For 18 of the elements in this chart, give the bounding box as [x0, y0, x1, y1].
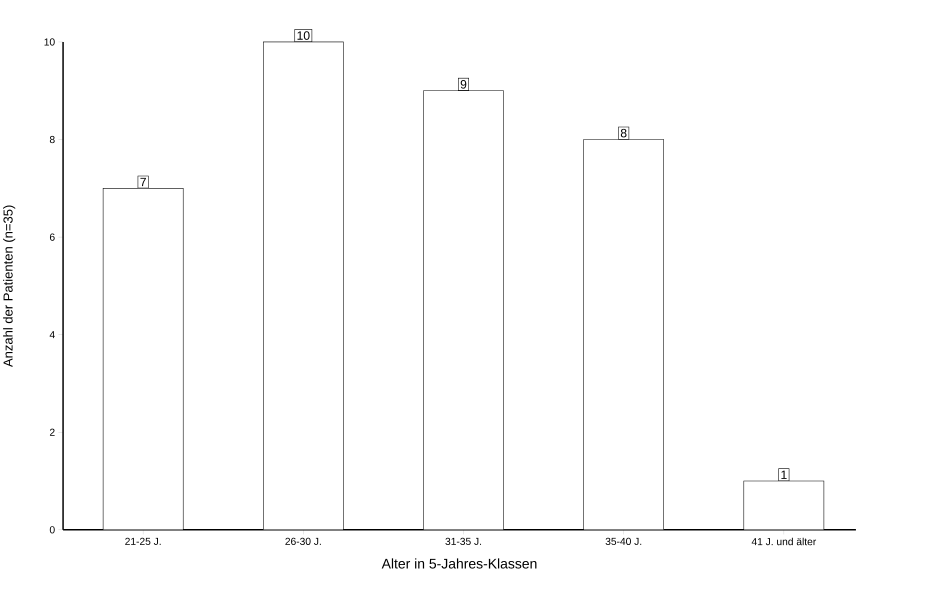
data-label: 10 [298, 31, 310, 40]
x-axis-title: Alter in 5-Jahres-Klassen [382, 558, 536, 568]
x-tick-label: 31-35 J. [445, 538, 482, 545]
y-tick-label: 6 [50, 233, 55, 241]
y-tick-label: 10 [44, 38, 55, 46]
y-axis-title: Anzahl der Patienten (n=35) [3, 205, 16, 367]
x-tick-label: 41 J. und älter [752, 538, 816, 546]
x-tick-label: 35-40 J. [606, 538, 642, 545]
data-label: 8 [620, 128, 627, 138]
data-label: 9 [460, 80, 466, 89]
x-tick-label: 21-25 J. [125, 538, 161, 545]
y-tick-label: 0 [50, 526, 55, 534]
y-tick-label: 2 [50, 428, 55, 436]
y-tick-label: 4 [50, 331, 55, 338]
x-tick-label: 26-30 J. [285, 538, 321, 545]
data-label: 7 [140, 178, 146, 186]
y-tick-label: 8 [50, 136, 55, 144]
data-label: 1 [781, 470, 787, 479]
